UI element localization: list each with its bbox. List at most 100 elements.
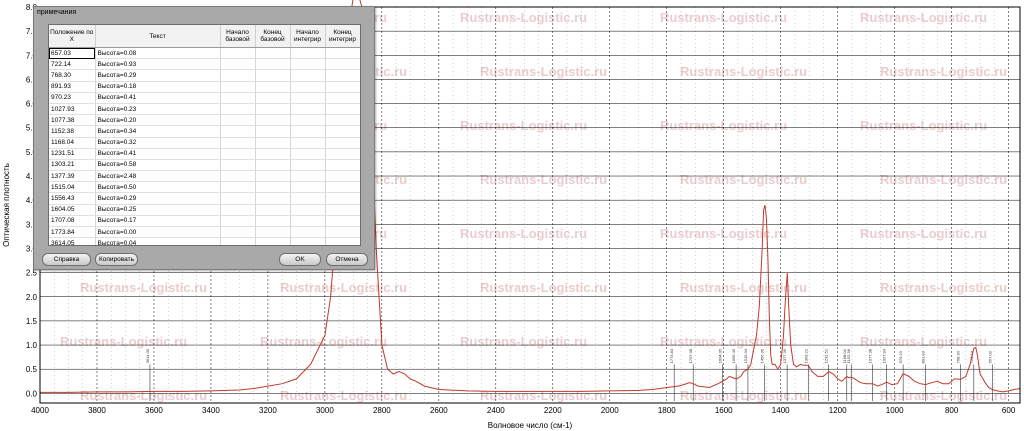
cell-text[interactable]: Высота=0.23 [95,103,221,116]
table-row[interactable]: 1168.04 Высота=0.32 [49,137,360,149]
cell-integral-end[interactable] [325,137,360,149]
cell-integral-end[interactable] [325,148,360,160]
cell-text[interactable]: Высота=0.32 [95,137,221,149]
cell-baseline-end[interactable] [255,237,291,245]
cell-baseline-start[interactable] [220,69,256,82]
cell-integral-end[interactable] [325,81,360,93]
table-row[interactable]: 1152.38 Высота=0.34 [49,125,360,138]
cell-integral-start[interactable] [290,114,326,127]
cell-text[interactable]: Высота=0.29 [95,69,221,82]
cell-integral-start[interactable] [290,58,326,71]
cancel-button[interactable]: Отмена [326,253,368,266]
cell-baseline-end[interactable] [255,81,291,93]
cell-integral-start[interactable] [290,181,326,194]
cell-position[interactable]: 1231.51 [49,148,96,160]
cell-integral-end[interactable] [325,159,360,172]
cell-integral-end[interactable] [325,215,360,228]
cell-baseline-end[interactable] [255,114,291,127]
col-header-integral-end[interactable]: Конец интегрир [325,25,360,48]
cell-position[interactable]: 722.14 [49,58,96,71]
cell-baseline-end[interactable] [255,92,291,104]
cell-text[interactable]: Высота=0.04 [95,237,221,245]
cell-baseline-start[interactable] [220,103,256,116]
cell-integral-start[interactable] [290,192,326,205]
cell-text[interactable]: Высота=0.93 [95,58,221,71]
cell-text[interactable]: Высота=0.50 [95,181,221,194]
cell-text[interactable]: Высота=0.18 [95,81,221,93]
cell-baseline-end[interactable] [255,192,291,205]
cell-integral-end[interactable] [325,125,360,138]
cell-baseline-end[interactable] [255,215,291,228]
cell-baseline-start[interactable] [220,114,256,127]
cell-integral-end[interactable] [325,181,360,194]
table-row[interactable]: 768.30 Высота=0.29 [49,69,360,82]
cell-baseline-end[interactable] [255,159,291,172]
cell-baseline-start[interactable] [220,81,256,93]
cell-integral-end[interactable] [325,192,360,205]
cell-integral-end[interactable] [325,204,360,216]
cell-baseline-start[interactable] [220,47,256,60]
cell-integral-start[interactable] [290,237,326,245]
cell-integral-end[interactable] [325,103,360,116]
cell-baseline-start[interactable] [220,159,256,172]
cell-position[interactable]: 1377.39 [49,170,96,183]
cell-integral-start[interactable] [290,226,326,239]
cell-text[interactable]: Высота=2.48 [95,170,221,183]
table-row[interactable]: 1515.04 Высота=0.50 [49,181,360,194]
cell-integral-start[interactable] [290,148,326,160]
cell-integral-start[interactable] [290,137,326,149]
cell-position[interactable]: 1707.08 [49,215,96,228]
cell-integral-start[interactable] [290,81,326,93]
cell-baseline-end[interactable] [255,69,291,82]
cell-baseline-start[interactable] [220,170,256,183]
cell-integral-end[interactable] [325,69,360,82]
cell-baseline-start[interactable] [220,58,256,71]
cell-position[interactable]: 1077.38 [49,114,96,127]
cell-baseline-end[interactable] [255,125,291,138]
table-row[interactable]: 1707.08 Высота=0.17 [49,215,360,228]
cell-position[interactable]: 1303.21 [49,159,96,172]
table-row[interactable]: 1027.93 Высота=0.23 [49,103,360,116]
cell-baseline-start[interactable] [220,125,256,138]
cell-integral-start[interactable] [290,170,326,183]
cell-baseline-start[interactable] [220,181,256,194]
cell-baseline-end[interactable] [255,204,291,216]
col-header-baseline-start[interactable]: Начало базовой [220,25,256,48]
cell-baseline-end[interactable] [255,58,291,71]
cell-position[interactable]: 3614.05 [49,237,96,245]
cell-baseline-end[interactable] [255,226,291,239]
cell-position[interactable]: 768.30 [49,69,96,82]
table-row[interactable]: 1377.39 Высота=2.48 [49,170,360,183]
table-row[interactable]: 1231.51 Высота=0.41 [49,148,360,160]
cell-position[interactable]: 970.23 [49,92,96,104]
cell-text[interactable]: Высота=0.41 [95,148,221,160]
cell-integral-start[interactable] [290,47,326,60]
cell-baseline-end[interactable] [255,181,291,194]
cell-text[interactable]: Высота=0.20 [95,114,221,127]
cell-integral-start[interactable] [290,125,326,138]
cell-baseline-end[interactable] [255,170,291,183]
cell-text[interactable]: Высота=0.29 [95,192,221,205]
cell-baseline-start[interactable] [220,192,256,205]
cell-integral-end[interactable] [325,170,360,183]
col-header-baseline-end[interactable]: Конец базовой [255,25,291,48]
cell-text[interactable]: Высота=0.58 [95,159,221,172]
cell-position[interactable]: 1027.93 [49,103,96,116]
cell-baseline-start[interactable] [220,204,256,216]
cell-integral-start[interactable] [290,204,326,216]
cell-integral-start[interactable] [290,69,326,82]
table-row[interactable]: 657.03 Высота=0.08 [49,47,360,60]
ok-button[interactable]: OK [279,253,321,266]
cell-position[interactable]: 891.93 [49,81,96,93]
cell-baseline-start[interactable] [220,137,256,149]
cell-baseline-start[interactable] [220,237,256,245]
cell-position[interactable]: 657.03 [49,47,96,60]
cell-baseline-end[interactable] [255,103,291,116]
cell-text[interactable]: Высота=0.08 [95,47,221,60]
cell-position[interactable]: 1556.43 [49,192,96,205]
table-row[interactable]: 722.14 Высота=0.93 [49,58,360,71]
cell-position[interactable]: 1773.84 [49,226,96,239]
cell-integral-start[interactable] [290,215,326,228]
cell-text[interactable]: Высота=0.41 [95,92,221,104]
cell-integral-end[interactable] [325,237,360,245]
